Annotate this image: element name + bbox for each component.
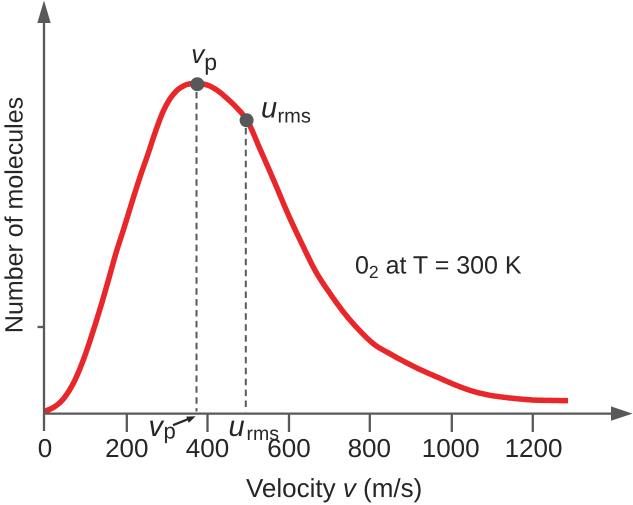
svg-text:400: 400 (186, 433, 229, 463)
svg-text:02 at T = 300 K: 02 at T = 300 K (355, 251, 522, 282)
svg-text:v: v (191, 39, 206, 69)
svg-text:rms: rms (278, 105, 311, 127)
svg-text:1200: 1200 (505, 433, 563, 463)
svg-text:u: u (261, 93, 277, 125)
svg-text:v: v (149, 411, 165, 443)
svg-text:200: 200 (105, 433, 148, 463)
svg-text:0: 0 (38, 433, 52, 463)
svg-text:p: p (164, 419, 176, 444)
svg-text:u: u (229, 411, 245, 443)
svg-text:1000: 1000 (422, 433, 480, 463)
svg-text:p: p (204, 49, 217, 75)
svg-text:Number of molecules: Number of molecules (0, 97, 28, 333)
svg-text:800: 800 (348, 433, 391, 463)
svg-text:Velocity v (m/s): Velocity v (m/s) (246, 473, 422, 503)
svg-text:600: 600 (267, 433, 310, 463)
svg-text:rms: rms (247, 423, 280, 445)
